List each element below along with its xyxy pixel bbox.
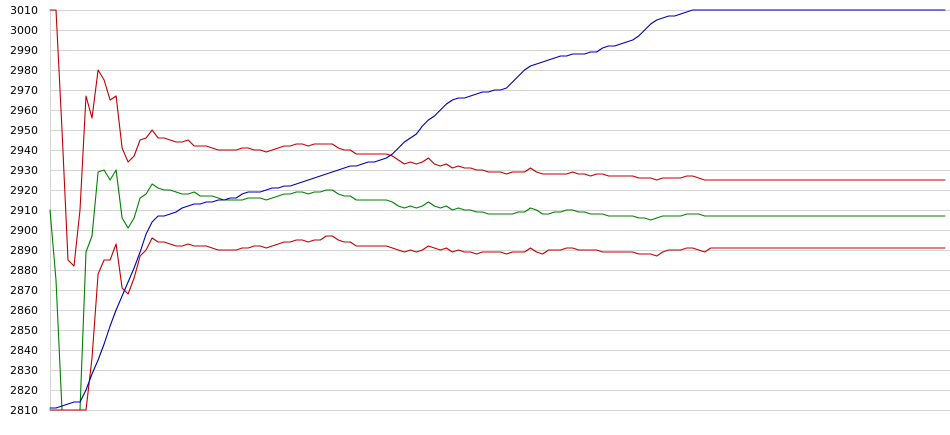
series-lines [49,9,946,411]
y-tick-label-2880: 2880 [10,264,38,277]
y-tick-label-2860: 2860 [10,304,38,317]
y-tick-label-3000: 3000 [10,24,38,37]
y-tick-label-2850: 2850 [10,324,38,337]
y-tick-label-2820: 2820 [10,384,38,397]
series-line-1 [49,9,946,267]
y-tick-label-2990: 2990 [10,44,38,57]
y-tick-label-3010: 3010 [10,4,38,17]
y-tick-label-2910: 2910 [10,204,38,217]
series-line-2 [49,169,946,411]
y-tick-label-2930: 2930 [10,164,38,177]
y-tick-label-2920: 2920 [10,184,38,197]
y-tick-label-2840: 2840 [10,344,38,357]
y-tick-label-2830: 2830 [10,364,38,377]
y-tick-label-2970: 2970 [10,84,38,97]
y-tick-label-2980: 2980 [10,64,38,77]
gridlines [50,10,950,411]
y-tick-label-2810: 2810 [10,404,38,417]
series-line-4 [49,9,946,409]
y-tick-label-2890: 2890 [10,244,38,257]
y-tick-labels: 2810 2820 2830 2840 2850 2860 2870 2880 2890 2900… [10,4,38,417]
y-tick-label-2960: 2960 [10,104,38,117]
y-tick-label-2900: 2900 [10,224,38,237]
y-tick-label-2940: 2940 [10,144,38,157]
y-tick-label-2870: 2870 [10,284,38,297]
y-tick-label-2950: 2950 [10,124,38,137]
series-line-3 [49,235,946,411]
